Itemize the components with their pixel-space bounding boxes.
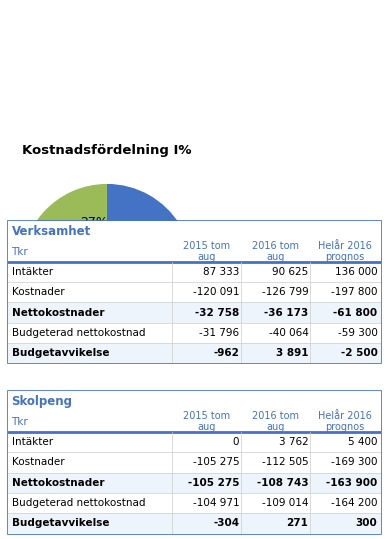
Wedge shape (38, 184, 193, 355)
Text: 3 891: 3 891 (276, 348, 308, 358)
Text: 27%: 27% (80, 216, 108, 229)
Bar (8, 411, 381, 432)
Bar (8, 221, 381, 241)
Text: Kostnader: Kostnader (12, 458, 64, 467)
Text: -112 505: -112 505 (262, 458, 308, 467)
Bar (8, 302, 381, 323)
Text: -59 300: -59 300 (338, 328, 377, 338)
Text: -163 900: -163 900 (326, 478, 377, 488)
Bar (8, 241, 381, 262)
Wedge shape (21, 184, 107, 280)
Text: -31 796: -31 796 (199, 328, 239, 338)
Bar (8, 452, 381, 473)
Text: Intäkter: Intäkter (12, 437, 53, 447)
Bar (8, 391, 381, 411)
Text: Kostnader: Kostnader (12, 287, 64, 297)
Text: 5 400: 5 400 (348, 437, 377, 447)
Bar (8, 323, 381, 343)
Text: 90 625: 90 625 (272, 267, 308, 277)
Text: Skolpeng: Skolpeng (12, 395, 72, 408)
Text: 0: 0 (233, 437, 239, 447)
Text: -169 300: -169 300 (331, 458, 377, 467)
Bar (8, 493, 381, 513)
Text: 8%: 8% (50, 259, 70, 272)
Title: Kostnadsfördelning I%: Kostnadsfördelning I% (22, 144, 192, 157)
Text: -105 275: -105 275 (188, 478, 239, 488)
Bar (8, 282, 381, 302)
Text: -105 275: -105 275 (193, 458, 239, 467)
Text: 136 000: 136 000 (335, 267, 377, 277)
Text: -197 800: -197 800 (331, 287, 377, 297)
Text: Helår 2016
prognos: Helår 2016 prognos (318, 411, 372, 432)
Text: Tkr: Tkr (12, 417, 28, 427)
Bar (8, 473, 381, 493)
Text: 300: 300 (356, 519, 377, 528)
Text: Nettokostnader: Nettokostnader (12, 478, 104, 488)
Text: -304: -304 (213, 519, 239, 528)
Text: Nettokostnader: Nettokostnader (12, 308, 104, 317)
Text: -108 743: -108 743 (257, 478, 308, 488)
Text: -36 173: -36 173 (264, 308, 308, 317)
Text: 3 762: 3 762 (279, 437, 308, 447)
Text: Budgeterad nettokostnad: Budgeterad nettokostnad (12, 498, 145, 508)
Text: 2016 tom
aug: 2016 tom aug (252, 241, 299, 262)
Text: -40 064: -40 064 (268, 328, 308, 338)
Bar (8, 513, 381, 534)
Text: Budgetavvikelse: Budgetavvikelse (12, 519, 109, 528)
Text: -61 800: -61 800 (333, 308, 377, 317)
Text: -962: -962 (214, 348, 239, 358)
Text: Budgetavvikelse: Budgetavvikelse (12, 348, 109, 358)
Bar (8, 432, 381, 452)
Text: 2016 tom
aug: 2016 tom aug (252, 411, 299, 432)
Text: -164 200: -164 200 (331, 498, 377, 508)
Text: -2 500: -2 500 (341, 348, 377, 358)
Text: Verksamhet: Verksamhet (12, 225, 91, 238)
Text: -120 091: -120 091 (193, 287, 239, 297)
Text: Helår 2016
prognos: Helår 2016 prognos (318, 241, 372, 262)
Text: Budgeterad nettokostnad: Budgeterad nettokostnad (12, 328, 145, 338)
Text: -109 014: -109 014 (262, 498, 308, 508)
Text: -126 799: -126 799 (262, 287, 308, 297)
Text: Intäkter: Intäkter (12, 267, 53, 277)
Text: 65%: 65% (112, 272, 140, 285)
Text: 2015 tom
aug: 2015 tom aug (183, 411, 230, 432)
Text: -104 971: -104 971 (193, 498, 239, 508)
Text: -32 758: -32 758 (195, 308, 239, 317)
Bar (8, 343, 381, 363)
Bar (8, 262, 381, 282)
Legend: Personalkostnader, Bidrag, köpta
tjänster, Övriga kostnader: Personalkostnader, Bidrag, köpta tjänste… (138, 235, 264, 304)
Text: Tkr: Tkr (12, 246, 28, 257)
Text: 271: 271 (287, 519, 308, 528)
Wedge shape (22, 270, 107, 320)
Text: 87 333: 87 333 (203, 267, 239, 277)
Text: 2015 tom
aug: 2015 tom aug (183, 241, 230, 262)
